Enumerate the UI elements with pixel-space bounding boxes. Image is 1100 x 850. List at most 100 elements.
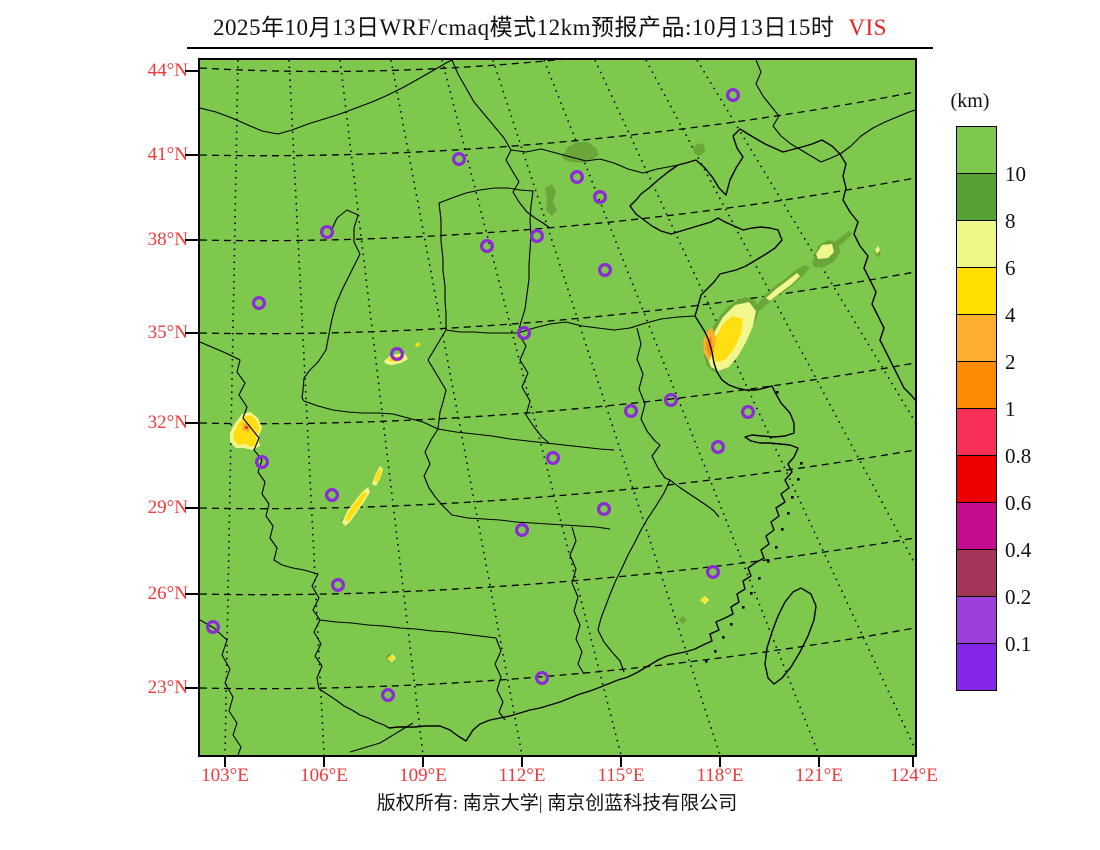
city-marker[interactable] (710, 440, 725, 455)
city-marker[interactable] (205, 619, 221, 634)
colorbar-cell (956, 502, 997, 550)
city-marker[interactable] (740, 405, 755, 420)
longitude-gridline (696, 60, 915, 424)
island-dot (776, 391, 779, 394)
colorbar-cell (956, 267, 997, 315)
island-dot (791, 496, 794, 499)
longitude-gridline (339, 60, 424, 755)
coastline (764, 587, 817, 685)
lat-tick-mark (185, 422, 199, 424)
city-marker[interactable] (624, 404, 639, 419)
city-marker[interactable] (251, 296, 266, 311)
island-dot (781, 528, 784, 531)
city-marker[interactable] (530, 229, 545, 244)
island-dot (775, 546, 778, 549)
lon-tick-label: 121°E (795, 765, 843, 786)
city-marker[interactable] (598, 263, 613, 278)
latitude-gridline (200, 271, 915, 335)
city-marker[interactable] (452, 151, 467, 166)
island-dot (742, 606, 745, 609)
latitude-gridline (200, 362, 915, 425)
lon-tick-label: 112°E (498, 765, 546, 786)
city-marker[interactable] (381, 687, 396, 702)
city-marker[interactable] (254, 455, 269, 470)
colorbar-value: 0.1 (1005, 632, 1032, 656)
island-dot (722, 636, 725, 639)
city-marker[interactable] (593, 190, 608, 205)
colorbar-value: 0.6 (1005, 491, 1032, 515)
city-marker[interactable] (517, 326, 532, 341)
lon-tick-mark (912, 755, 914, 767)
lat-tick-label: 32°N (147, 412, 188, 433)
lat-tick-label: 35°N (147, 322, 188, 343)
city-marker[interactable] (535, 670, 550, 685)
province-border (755, 60, 841, 163)
province-border (301, 209, 361, 402)
colorbar-value: 0.4 (1005, 538, 1032, 562)
colorbar-value: 4 (1005, 303, 1016, 327)
province-border (281, 564, 323, 690)
colorbar-value: 0.8 (1005, 444, 1032, 468)
city-marker[interactable] (570, 169, 585, 184)
lon-tick-mark (521, 755, 523, 767)
city-marker[interactable] (546, 451, 561, 466)
province-border (200, 619, 242, 755)
colorbar-value: 8 (1005, 209, 1016, 233)
island-dot (730, 623, 733, 626)
city-marker[interactable] (319, 225, 334, 240)
visibility-patch (374, 468, 381, 482)
province-border (494, 637, 506, 721)
visibility-patch (701, 597, 707, 603)
title-variable-label: VIS (848, 15, 887, 40)
city-marker[interactable] (725, 88, 740, 103)
province-border (303, 400, 453, 516)
copyright-text: 版权所有: 南京大学| 南京创蓝科技有限公司 (376, 793, 738, 814)
city-marker[interactable] (597, 502, 612, 517)
visibility-map (200, 60, 915, 755)
colorbar-cell (956, 549, 997, 597)
lat-tick-label: 29°N (147, 497, 188, 518)
visibility-patch (545, 184, 557, 216)
lon-tick-mark (422, 755, 424, 767)
lon-tick-label: 103°E (201, 765, 249, 786)
lat-tick-mark (185, 332, 199, 334)
island-dot (750, 592, 753, 595)
map-canvas[interactable] (198, 58, 917, 757)
city-marker[interactable] (706, 565, 721, 580)
latitude-gridline (200, 60, 563, 73)
lat-tick-label: 26°N (147, 583, 188, 604)
longitude-gridline (492, 60, 721, 755)
visibility-patch (816, 244, 834, 259)
city-marker[interactable] (480, 239, 495, 254)
city-marker[interactable] (324, 488, 339, 503)
longitude-gridline (441, 60, 622, 755)
colorbar-cell (956, 314, 997, 362)
city-marker[interactable] (331, 577, 346, 592)
province-border (451, 60, 551, 229)
lat-tick-mark (185, 239, 199, 241)
lat-tick-label: 38°N (147, 229, 188, 250)
lon-tick-mark (224, 755, 226, 767)
colorbar-value: 10 (1005, 162, 1026, 186)
city-marker[interactable] (390, 347, 405, 362)
latitude-gridline (200, 627, 915, 690)
visibility-patch (678, 616, 687, 624)
visibility-patch (766, 273, 800, 301)
province-border (200, 341, 283, 566)
lat-tick-label: 44°N (147, 60, 188, 81)
city-marker[interactable] (515, 523, 530, 538)
lon-tick-mark (620, 755, 622, 767)
province-border (438, 202, 518, 334)
colorbar-unit-label: (km) (950, 90, 990, 112)
longitude-gridline (390, 60, 523, 755)
lon-tick-label: 118°E (696, 765, 744, 786)
latitude-gridline (200, 537, 915, 596)
colorbar-cell (956, 361, 997, 409)
visibility-patch (245, 426, 248, 429)
colorbar-value: 1 (1005, 397, 1016, 421)
province-border (517, 315, 696, 334)
lat-tick-mark (185, 593, 199, 595)
city-marker[interactable] (664, 393, 679, 408)
longitude-gridline (594, 60, 915, 751)
longitude-gridline (645, 60, 915, 566)
